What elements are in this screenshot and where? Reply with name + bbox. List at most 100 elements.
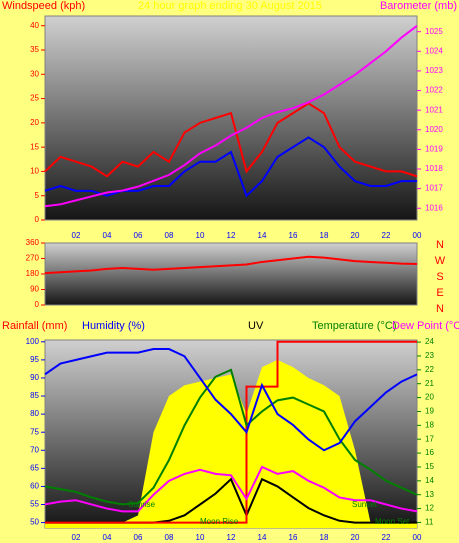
x-tick-label: 00 (413, 231, 422, 240)
y2-tick-label: 1025 (425, 27, 443, 36)
line (44, 368, 418, 506)
x-tick-label: 12 (227, 533, 236, 542)
annotation: Sunrise (128, 500, 156, 509)
chart-title: 24 hour graph ending 30 August 2015 (138, 0, 322, 12)
y2-tick-label: 1017 (425, 184, 443, 193)
x-tick-label: 16 (289, 231, 298, 240)
series-label: Rainfall (mm) (2, 320, 67, 332)
y2-tick-label: 1023 (425, 66, 443, 75)
y-tick-label: 270 (26, 254, 40, 263)
x-tick-label: 10 (196, 533, 205, 542)
y-tick-label: 90 (30, 285, 39, 294)
y-tick-label: 30 (30, 69, 39, 78)
y2-tick-label: 11 (425, 518, 434, 527)
x-tick-label: 22 (382, 231, 391, 240)
y-tick-label: 75 (30, 427, 39, 436)
y-tick-label: 60 (30, 482, 39, 491)
x-tick-label: 02 (72, 533, 81, 542)
y2-tick-label: 16 (425, 448, 434, 457)
annotation: Moon Rise (200, 517, 239, 526)
y2-tick-label: 14 (425, 476, 434, 485)
x-tick-label: 00 (413, 533, 422, 542)
plot-area (44, 242, 418, 306)
y-tick-label: 40 (30, 21, 39, 30)
y-tick-label: 35 (30, 45, 39, 54)
line (44, 102, 418, 178)
x-tick-label: 12 (227, 231, 236, 240)
line (44, 255, 418, 275)
direction-label: E (436, 287, 443, 299)
plot-area (44, 15, 418, 221)
annotation: Moon Set (375, 517, 410, 526)
y2-tick-label: 1018 (425, 164, 443, 173)
line (44, 25, 418, 208)
series-label: UV (248, 320, 264, 332)
series-label: Temperature (°C) (312, 320, 396, 332)
x-tick-label: 16 (289, 533, 298, 542)
y2-tick-label: 23 (425, 351, 434, 360)
y-tick-label: 0 (35, 215, 40, 224)
y-tick-label: 360 (26, 238, 40, 247)
y2-tick-label: 18 (425, 420, 434, 429)
y-tick-label: 55 (30, 500, 39, 509)
y2-tick-label: 17 (425, 434, 434, 443)
annotation: Sunset (352, 500, 378, 509)
x-tick-label: 18 (320, 231, 329, 240)
y-tick-label: 80 (30, 409, 39, 418)
direction-label: S (436, 271, 443, 283)
series-label: Dew Point (°C) (392, 320, 459, 332)
x-tick-label: 04 (103, 533, 112, 542)
y2-tick-label: 21 (425, 379, 434, 388)
y-tick-label: 0 (35, 300, 40, 309)
x-tick-label: 06 (134, 533, 143, 542)
y-tick-label: 15 (30, 142, 39, 151)
x-tick-label: 06 (134, 231, 143, 240)
y-tick-label: 95 (30, 355, 39, 364)
x-tick-label: 20 (351, 533, 360, 542)
y-tick-label: 20 (30, 118, 39, 127)
x-tick-label: 14 (258, 533, 267, 542)
y-tick-label: 65 (30, 463, 39, 472)
y2-tick-label: 1019 (425, 144, 443, 153)
y2-tick-label: 24 (425, 337, 434, 346)
x-tick-label: 04 (103, 231, 112, 240)
y2-tick-label: 1020 (425, 125, 443, 134)
direction-label: N (436, 303, 444, 315)
series-label: Barometer (mb) (380, 0, 457, 12)
series-label: Windspeed (kph) (2, 0, 85, 12)
x-tick-label: 08 (165, 231, 174, 240)
line (44, 136, 417, 198)
line (44, 465, 418, 513)
y-tick-label: 25 (30, 94, 39, 103)
x-tick-label: 20 (351, 231, 360, 240)
y2-tick-label: 13 (425, 490, 434, 499)
line (44, 348, 418, 452)
x-tick-label: 08 (165, 533, 174, 542)
direction-label: N (436, 239, 444, 251)
area (45, 359, 417, 528)
y2-tick-label: 22 (425, 365, 434, 374)
y-tick-label: 100 (26, 337, 40, 346)
x-tick-label: 22 (382, 533, 391, 542)
y2-tick-label: 1016 (425, 203, 443, 212)
y2-tick-label: 1021 (425, 105, 443, 114)
x-tick-label: 14 (258, 231, 267, 240)
y2-tick-label: 12 (425, 504, 434, 513)
y-tick-label: 90 (30, 373, 39, 382)
y2-tick-label: 19 (425, 407, 434, 416)
series-label: Humidity (%) (82, 320, 145, 332)
y-tick-label: 5 (35, 191, 40, 200)
x-tick-label: 02 (72, 231, 81, 240)
y2-tick-label: 20 (425, 393, 434, 402)
line (45, 340, 417, 524)
y2-tick-label: 1022 (425, 86, 443, 95)
y-tick-label: 10 (30, 167, 39, 176)
y2-tick-label: 1024 (425, 46, 443, 55)
x-tick-label: 10 (196, 231, 205, 240)
y2-tick-label: 15 (425, 462, 434, 471)
direction-label: W (435, 255, 446, 267)
y-tick-label: 85 (30, 391, 39, 400)
y-tick-label: 50 (30, 518, 39, 527)
y-tick-label: 70 (30, 445, 39, 454)
